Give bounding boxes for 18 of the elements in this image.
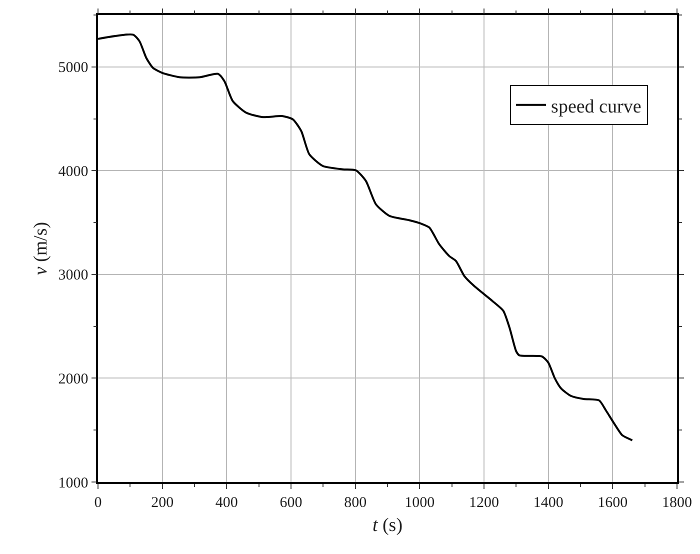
x-tick-label: 1400 <box>533 494 564 511</box>
x-axis-title: t (s) <box>372 515 403 536</box>
x-tick-label: 0 <box>94 494 102 511</box>
x-tick-label: 800 <box>344 494 367 511</box>
y-tick-label: 1000 <box>58 475 88 492</box>
x-tick-label: 1600 <box>598 494 628 511</box>
y-tick-label: 3000 <box>58 268 88 284</box>
y-tick-label: 5000 <box>58 60 88 76</box>
y-axis-title: v (m/s) <box>30 222 52 276</box>
x-tick-label: 1800 <box>662 494 692 511</box>
x-tick-label: 200 <box>151 494 174 511</box>
x-tick-label: 1200 <box>469 494 499 511</box>
legend-label: speed curve <box>551 96 642 118</box>
y-tick-label: 4000 <box>58 164 88 180</box>
x-tick-label: 1000 <box>404 494 435 511</box>
x-tick-label: 400 <box>215 494 238 511</box>
y-tick-label: 2000 <box>58 371 88 388</box>
x-tick-label: 600 <box>280 494 302 511</box>
